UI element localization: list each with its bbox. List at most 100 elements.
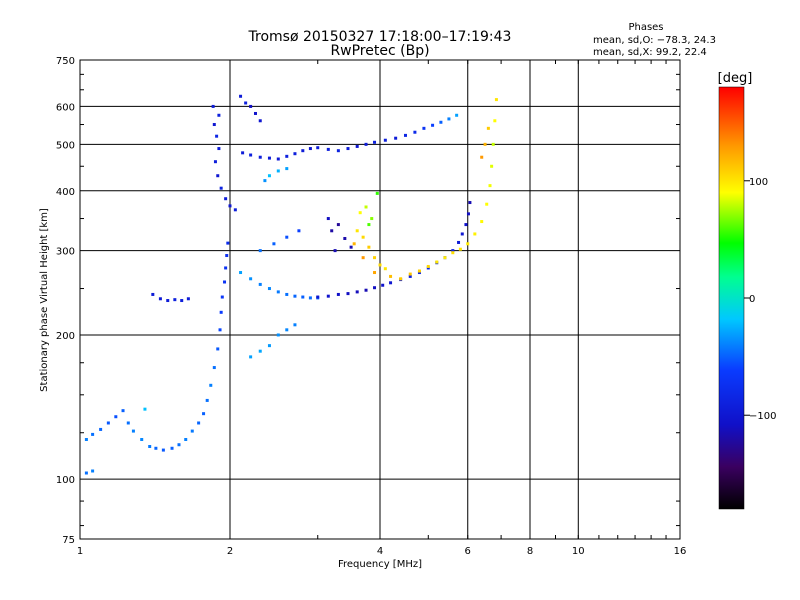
data-point [417,271,421,275]
colorbar-tick-label: 100 [749,177,768,188]
data-point [267,156,271,160]
y-tick-label: 600 [56,102,75,113]
colorbar-tick-label: −100 [749,411,776,422]
data-point [258,349,262,353]
data-point [267,287,271,291]
data-point [375,191,379,195]
data-point [408,272,412,276]
data-point [443,256,447,260]
data-point [197,421,201,425]
data-point [326,147,330,151]
grid-lines [80,60,680,539]
data-point [486,126,490,130]
data-point [297,229,301,233]
colorbar-ticks: 100 0 −100 [744,177,776,422]
data-point [106,421,110,425]
data-point [455,113,459,117]
data-point [367,223,371,227]
data-point [333,249,337,253]
data-point [126,421,130,425]
data-point [399,277,403,281]
data-point [258,249,262,253]
data-point [91,469,95,473]
y-axis-ticks: 75 100 200 300 400 500 600 750 [56,56,680,546]
data-point [355,229,359,233]
data-point [457,240,461,244]
y-tick-label: 75 [62,535,75,546]
data-point [378,263,382,267]
data-points [84,94,498,475]
data-point [84,438,88,442]
data-point [276,290,280,294]
data-point [249,277,253,281]
data-point [403,133,407,137]
data-point [301,295,305,299]
data-point [346,147,350,151]
data-point [212,123,216,127]
data-point [336,292,340,296]
data-point [346,292,350,296]
data-point [217,147,221,151]
colorbar [718,86,745,510]
data-point [468,201,472,205]
data-point [316,295,320,299]
data-point [417,269,421,273]
data-point [326,217,330,221]
data-point [330,229,334,233]
data-point [216,347,220,351]
data-point [244,101,248,105]
data-point [308,296,312,300]
data-point [249,153,253,157]
data-point [451,249,455,253]
colorbar-unit-label: [deg] [718,71,753,86]
data-point [491,142,495,146]
data-point [408,274,412,278]
data-point [224,197,228,201]
data-point [143,407,147,411]
data-point [447,117,451,121]
colorbar-tick-label: 0 [749,294,755,305]
data-point [358,211,362,215]
data-point [426,266,430,270]
data-point [216,174,220,178]
data-point [355,144,359,148]
data-point [364,142,368,146]
data-point [226,241,230,245]
data-point [154,446,158,450]
data-point [180,299,184,303]
stats-line-x: mean, sd,X: 99.2, 22.4 [593,47,707,58]
x-tick-label: 4 [377,546,383,557]
data-point [184,438,188,442]
stats-line-o: mean, sd,O: −78.3, 24.3 [593,35,716,46]
y-tick-label: 750 [56,56,75,67]
data-point [383,138,387,142]
data-point [326,294,330,298]
data-point [285,292,289,296]
data-point [99,427,103,431]
data-point [91,432,95,436]
data-point [209,383,213,387]
data-point [426,264,430,268]
data-point [276,333,280,337]
y-tick-label: 400 [56,187,75,198]
data-point [343,236,347,240]
data-point [389,281,393,285]
y-tick-label: 500 [56,140,75,151]
data-point [114,415,118,419]
data-point [276,169,280,173]
data-point [190,429,194,433]
data-point [381,283,385,287]
data-point [258,155,262,159]
y-axis-label: Stationary phase Virtual Height [km] [39,208,50,392]
data-point [158,297,162,301]
data-point [355,290,359,294]
data-point [493,119,497,123]
data-point [202,412,206,416]
x-tick-label: 10 [572,546,585,557]
data-point [451,251,455,255]
data-point [480,155,484,159]
data-point [161,448,165,452]
data-point [394,136,398,140]
data-point [458,247,462,251]
